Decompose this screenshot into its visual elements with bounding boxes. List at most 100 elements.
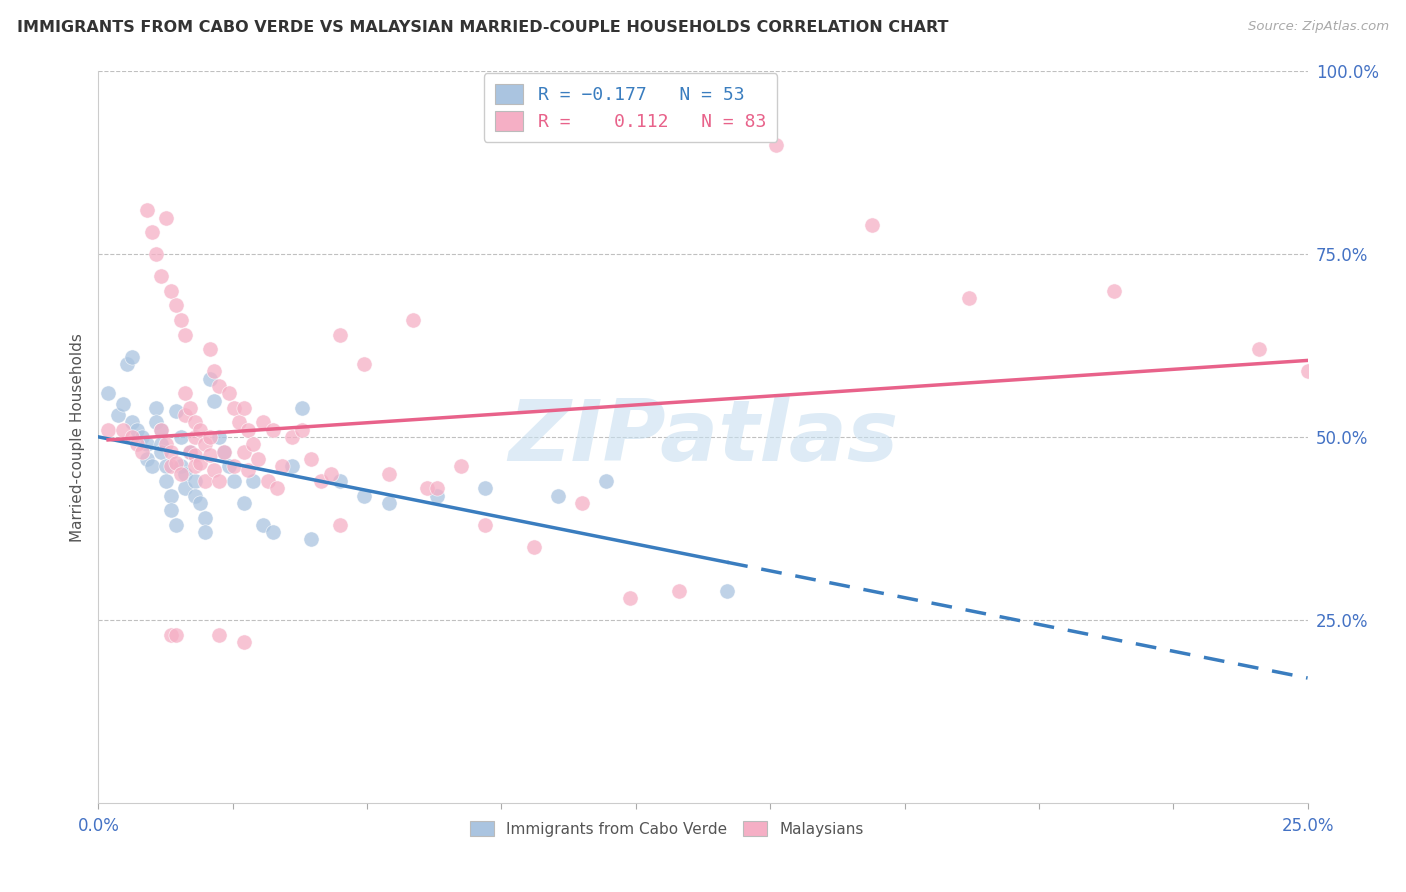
Point (174, 481, 197, 495)
Point (188, 456, 211, 470)
Point (242, 474, 264, 488)
Point (619, 591, 641, 605)
Point (145, 401, 167, 415)
Point (179, 444, 201, 458)
Point (194, 510, 217, 524)
Point (97, 423, 120, 437)
Point (281, 430, 304, 444)
Point (198, 430, 221, 444)
Point (1249, 343, 1271, 357)
Point (135, 437, 157, 451)
Point (188, 423, 211, 437)
Point (426, 489, 449, 503)
Point (474, 517, 496, 532)
Point (198, 343, 221, 357)
Point (165, 298, 187, 312)
Point (150, 423, 173, 437)
Point (416, 481, 439, 495)
Point (141, 225, 163, 239)
Point (169, 459, 191, 474)
Point (765, 137, 787, 152)
Point (179, 401, 201, 415)
Point (150, 269, 173, 284)
Text: IMMIGRANTS FROM CABO VERDE VS MALAYSIAN MARRIED-COUPLE HOUSEHOLDS CORRELATION CH: IMMIGRANTS FROM CABO VERDE VS MALAYSIAN … (17, 20, 949, 35)
Legend: Immigrants from Cabo Verde, Malaysians: Immigrants from Cabo Verde, Malaysians (464, 814, 870, 843)
Point (353, 489, 375, 503)
Point (262, 423, 284, 437)
Point (242, 437, 264, 451)
Point (121, 350, 143, 364)
Point (329, 517, 352, 532)
Point (127, 423, 149, 437)
Point (97, 386, 120, 401)
Point (174, 386, 197, 401)
Point (121, 416, 143, 430)
Point (450, 459, 472, 474)
Point (155, 459, 177, 474)
Point (232, 444, 254, 458)
Point (169, 313, 191, 327)
Point (252, 416, 274, 430)
Point (1102, 284, 1125, 298)
Point (184, 430, 207, 444)
Point (860, 218, 883, 232)
Point (523, 540, 546, 554)
Point (377, 467, 399, 481)
Point (160, 284, 183, 298)
Text: Source: ZipAtlas.com: Source: ZipAtlas.com (1249, 20, 1389, 33)
Point (353, 357, 375, 371)
Point (204, 364, 226, 378)
Point (329, 474, 352, 488)
Point (174, 327, 197, 342)
Point (165, 456, 187, 470)
Point (309, 474, 332, 488)
Point (155, 474, 177, 488)
Point (160, 503, 183, 517)
Point (232, 496, 254, 510)
Point (169, 467, 191, 481)
Point (957, 291, 980, 305)
Y-axis label: Married-couple Households: Married-couple Households (69, 333, 84, 541)
Point (222, 401, 245, 415)
Point (218, 459, 240, 474)
Point (716, 583, 738, 598)
Point (179, 444, 201, 458)
Point (208, 430, 231, 444)
Point (232, 635, 254, 649)
Point (194, 474, 217, 488)
Point (121, 430, 143, 444)
Text: ZIPatlas: ZIPatlas (508, 395, 898, 479)
Point (150, 444, 173, 458)
Point (194, 525, 217, 540)
Point (595, 474, 617, 488)
Point (238, 463, 260, 477)
Point (184, 459, 207, 474)
Point (145, 247, 167, 261)
Point (377, 496, 399, 510)
Point (165, 627, 187, 641)
Point (165, 517, 187, 532)
Point (222, 474, 245, 488)
Point (117, 357, 139, 371)
Point (212, 444, 235, 458)
Point (131, 444, 153, 458)
Point (194, 437, 217, 451)
Point (208, 379, 231, 393)
Point (329, 327, 352, 342)
Point (135, 203, 157, 218)
Point (165, 404, 187, 418)
Point (212, 444, 235, 458)
Point (208, 474, 231, 488)
Point (262, 525, 284, 540)
Point (145, 416, 167, 430)
Point (426, 481, 449, 495)
Point (571, 496, 593, 510)
Point (169, 430, 191, 444)
Point (222, 459, 245, 474)
Point (319, 467, 342, 481)
Point (547, 489, 569, 503)
Point (256, 474, 278, 488)
Point (160, 459, 183, 474)
Point (252, 517, 274, 532)
Point (174, 467, 197, 481)
